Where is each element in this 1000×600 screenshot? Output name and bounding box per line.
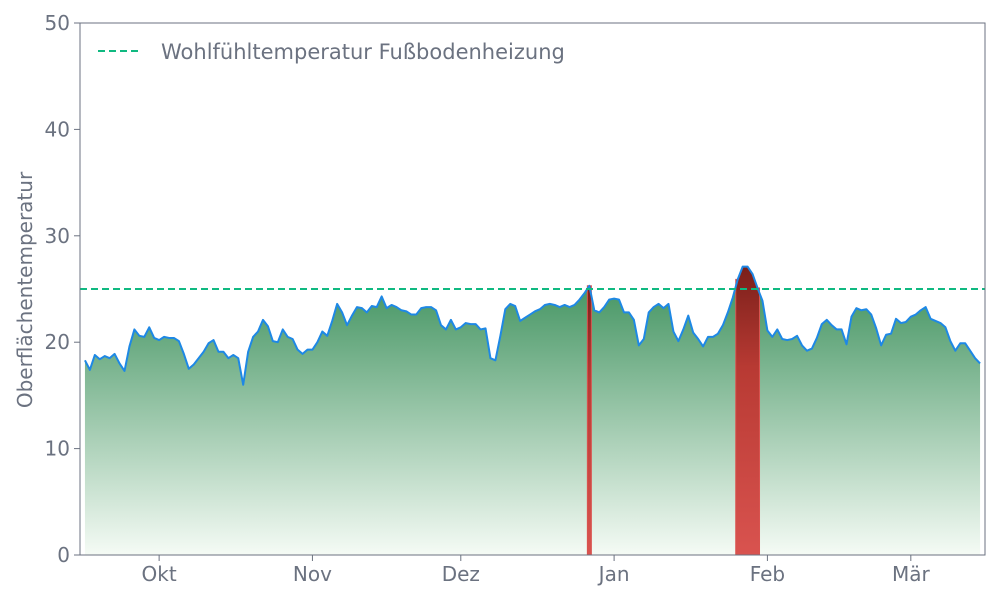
y-axis-title: Oberflächentemperatur — [13, 171, 37, 408]
y-axis: 0 10 20 30 40 50 — [45, 11, 80, 567]
plot-frame — [79, 22, 986, 556]
x-tick-label: Nov — [293, 562, 332, 586]
y-tick-label: 30 — [45, 224, 70, 248]
temperature-area — [84, 266, 981, 555]
x-tick-label: Feb — [750, 562, 785, 586]
x-tick-label: Mär — [892, 562, 931, 586]
y-tick-label: 50 — [45, 11, 70, 35]
exceed-region — [735, 266, 761, 556]
legend-label-threshold: Wohlfühltemperatur Fußbodenheizung — [161, 40, 565, 64]
y-tick-label: 20 — [45, 330, 70, 354]
y-tick-label: 10 — [45, 437, 70, 461]
legend: Wohlfühltemperatur Fußbodenheizung — [98, 40, 565, 64]
temperature-line-layer — [84, 265, 981, 386]
x-tick-label: Okt — [142, 562, 177, 586]
x-tick-label: Dez — [442, 562, 480, 586]
x-tick-label: Jan — [597, 562, 630, 586]
x-axis: Okt Nov Dez Jan Feb Mär — [142, 555, 931, 586]
area-fill — [84, 266, 981, 555]
exceed-region — [586, 285, 592, 556]
y-tick-label: 0 — [57, 543, 70, 567]
temperature-line — [84, 265, 981, 386]
y-tick-label: 40 — [45, 117, 70, 141]
